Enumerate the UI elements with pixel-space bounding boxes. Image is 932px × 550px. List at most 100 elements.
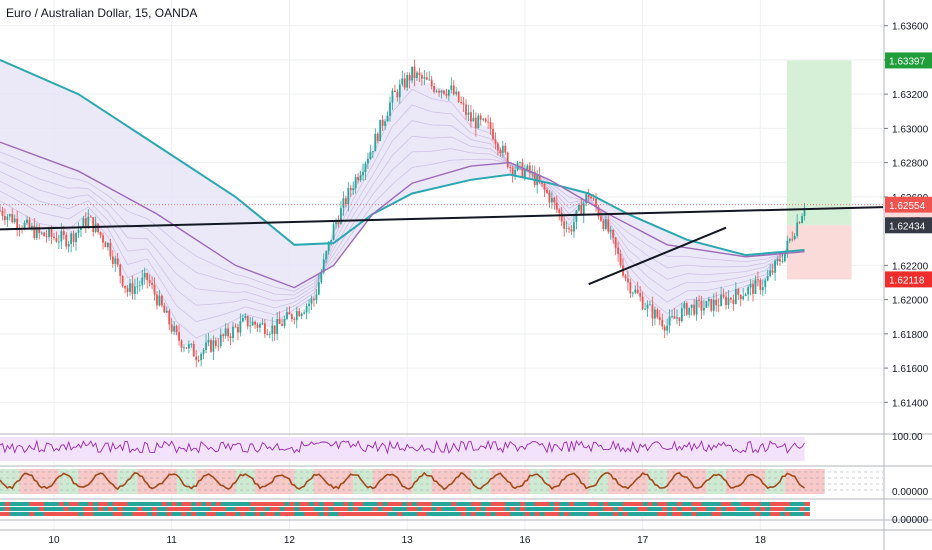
candle-body	[482, 118, 485, 120]
signal-cell	[647, 512, 653, 516]
candle-body	[788, 238, 791, 241]
long-position-tool[interactable]	[786, 60, 852, 280]
signal-cell	[451, 507, 457, 511]
signal-cell	[564, 512, 570, 516]
candle-body	[148, 279, 151, 284]
candle-body	[438, 90, 440, 93]
candle-body	[465, 104, 467, 115]
signal-cell	[524, 507, 531, 511]
signal-cell	[755, 502, 761, 506]
candle-body	[671, 316, 673, 318]
signal-cell	[446, 512, 452, 516]
signal-cell	[255, 512, 261, 516]
signal-cell	[770, 502, 776, 506]
candle-body	[658, 317, 661, 321]
signal-cell	[78, 512, 84, 516]
signal-cell	[171, 502, 178, 506]
candle-body	[379, 119, 382, 141]
candle-body	[796, 222, 799, 236]
signal-cell	[711, 502, 717, 506]
candle-body	[558, 209, 561, 213]
signal-cell	[657, 507, 663, 511]
price-tag	[885, 271, 932, 288]
candle-body	[769, 270, 772, 277]
signal-cell	[58, 502, 65, 506]
signal-cell	[53, 507, 60, 511]
candle-body	[202, 350, 205, 354]
candle-body	[43, 232, 46, 237]
candle-body	[541, 182, 543, 184]
signal-cell	[353, 502, 359, 506]
signal-cell	[122, 502, 129, 506]
signal-cell	[431, 512, 438, 516]
signal-cell	[711, 512, 717, 516]
signal-cell	[245, 512, 251, 516]
signal-cell	[701, 502, 707, 506]
signal-cell	[588, 502, 595, 506]
candle-body	[389, 102, 391, 116]
signal-cell	[152, 502, 158, 506]
signal-cell	[603, 507, 609, 511]
ma-ribbon	[0, 59, 805, 355]
candle-body	[67, 244, 70, 247]
signal-cell	[392, 502, 398, 506]
signal-cell	[250, 507, 256, 511]
signal-cell	[686, 502, 693, 506]
candle-body	[779, 259, 781, 262]
candle-body	[99, 232, 102, 236]
signal-cell	[230, 512, 236, 516]
candle-body	[276, 319, 279, 334]
candle-body	[678, 317, 681, 322]
signal-cell	[784, 512, 791, 516]
signal-cell	[230, 507, 236, 511]
signal-cell	[456, 512, 462, 516]
signal-cell	[652, 512, 658, 516]
signal-cell	[279, 507, 286, 511]
time-axis[interactable]: 10 11 12 13 16 17 18	[0, 529, 932, 546]
candle-body	[649, 304, 651, 306]
signal-cell	[127, 512, 133, 516]
candle-body	[781, 261, 784, 262]
signal-cell	[588, 512, 595, 516]
trendlines[interactable]	[0, 206, 884, 286]
signal-cell	[421, 507, 428, 511]
signal-cell	[294, 502, 300, 506]
signal-cell	[313, 507, 320, 511]
signal-cell	[240, 507, 246, 511]
candle-body	[739, 294, 742, 300]
price-tick-label: 1.62800	[892, 159, 929, 170]
candle-body	[457, 91, 460, 102]
signal-cell	[147, 507, 153, 511]
candle-body	[668, 316, 671, 326]
candle-body	[533, 171, 536, 186]
candle-body	[627, 278, 629, 283]
candle-body	[801, 215, 803, 224]
candle-body	[607, 219, 610, 232]
candle-body	[445, 93, 448, 96]
candle-body	[386, 115, 389, 122]
candle-body	[715, 299, 718, 306]
ribbon-line	[0, 104, 805, 323]
signal-cell	[323, 502, 330, 506]
signal-cell	[672, 512, 678, 516]
signal-cell	[318, 512, 325, 516]
ribbon-line	[0, 151, 805, 292]
signal-cell	[63, 512, 70, 516]
signal-cell	[299, 502, 305, 506]
candle-body	[111, 256, 114, 264]
signal-cell	[804, 502, 810, 506]
signal-cell	[9, 507, 16, 511]
signal-cell	[407, 507, 413, 511]
candle-body	[300, 313, 303, 317]
signal-cell	[309, 512, 315, 516]
signal-cell	[775, 507, 781, 511]
signal-cell	[88, 502, 94, 506]
signal-cell	[613, 507, 619, 511]
signal-cell	[152, 507, 158, 511]
candle-body	[80, 227, 82, 231]
moving-average-lines	[0, 58, 805, 289]
time-tick-label: 18	[755, 535, 767, 546]
candle-body	[494, 139, 497, 144]
candle-body	[646, 304, 649, 309]
